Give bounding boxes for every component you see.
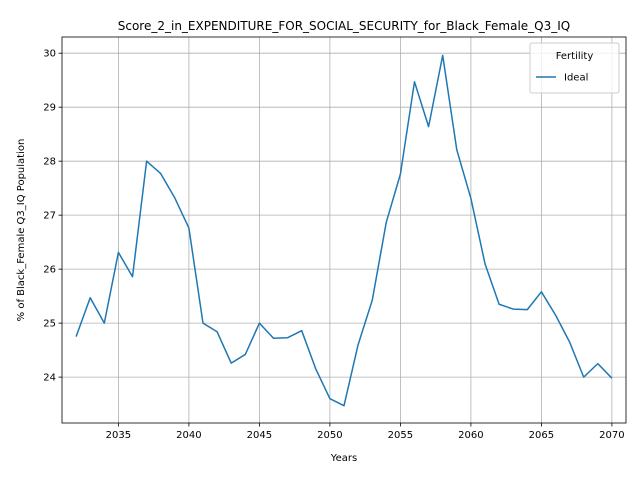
chart-title: Score_2_in_EXPENDITURE_FOR_SOCIAL_SECURI…	[118, 19, 570, 33]
y-tick-label: 30	[43, 49, 56, 60]
x-tick-label: 2060	[458, 430, 483, 441]
x-tick-label: 2045	[247, 430, 272, 441]
legend: Fertility Ideal	[530, 43, 619, 93]
y-tick-label: 29	[43, 103, 56, 114]
y-tick-label: 27	[43, 211, 56, 222]
x-tick-label: 2035	[106, 430, 131, 441]
legend-title: Fertility	[556, 51, 594, 62]
x-tick-label: 2055	[388, 430, 413, 441]
legend-label: Ideal	[564, 73, 588, 84]
x-tick-label: 2065	[529, 430, 554, 441]
y-tick-label: 25	[43, 319, 56, 330]
x-tick-label: 2040	[176, 430, 201, 441]
y-axis-label: % of Black_Female Q3_IQ Population	[16, 139, 27, 322]
y-tick-label: 24	[43, 373, 56, 384]
y-tick-label: 28	[43, 157, 56, 168]
x-tick-label: 2070	[599, 430, 624, 441]
x-tick-label: 2050	[317, 430, 342, 441]
y-tick-label: 26	[43, 265, 56, 276]
x-axis-label: Years	[330, 453, 357, 464]
